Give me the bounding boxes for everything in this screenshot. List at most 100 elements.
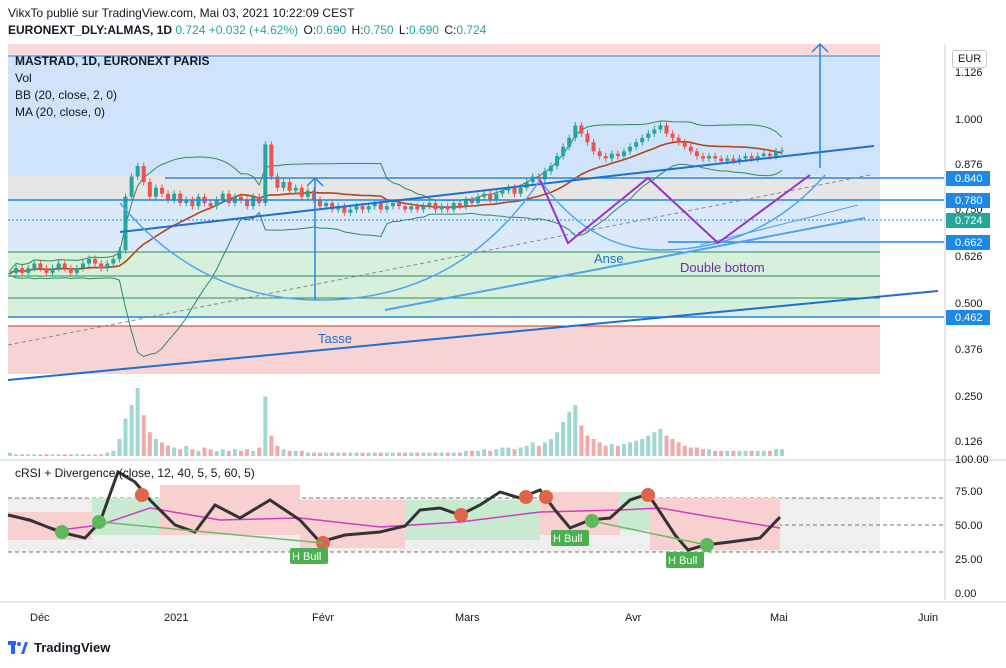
h-bull-label-bg: [551, 530, 589, 546]
candle-body: [50, 268, 55, 273]
candle-body: [99, 263, 104, 269]
currency-badge[interactable]: EUR: [952, 50, 988, 68]
symbol-name: EURONEXT_DLY:ALMAS, 1D: [8, 23, 173, 37]
bb-lower: [9, 163, 783, 358]
volume-bar: [202, 447, 207, 456]
annotation-double-bottom: Double bottom: [680, 260, 765, 275]
trend-thin: [699, 204, 859, 246]
volume-bar: [354, 452, 359, 456]
volume-bar: [293, 450, 298, 456]
candle-body: [354, 206, 359, 210]
volume-bar: [135, 388, 140, 456]
candle-body: [8, 272, 12, 274]
candle-body: [664, 125, 669, 134]
candle-body: [542, 171, 547, 180]
candle-body: [549, 166, 554, 172]
volume-bar: [80, 454, 85, 456]
volume-bar: [597, 442, 602, 456]
price-labels: 0.840 0.780 0.724 0.662 0.462: [946, 171, 990, 325]
candle-body: [652, 129, 657, 134]
price-zones: [8, 44, 880, 374]
candle-body: [603, 156, 608, 159]
volume-bar: [573, 405, 578, 456]
time-tick: Mai: [770, 612, 788, 624]
candle-body: [725, 158, 730, 161]
volume-bar: [463, 450, 468, 456]
price-label-0840: 0.840: [955, 173, 983, 185]
price-tick: 1.000: [955, 114, 983, 126]
candle-body: [427, 202, 432, 207]
zone-top-red: [8, 44, 880, 56]
candle-body: [397, 202, 402, 207]
volume-bar: [87, 454, 92, 456]
crsi-pane: H Bull H Bull H Bull 100.00 75.00 50.00 …: [0, 454, 1006, 600]
price-label-bg: [946, 171, 990, 186]
price-label-0462: 0.462: [955, 312, 983, 324]
crsi-legend: cRSI + Divergence (close, 12, 40, 5, 5, …: [15, 465, 255, 482]
volume-bar: [549, 439, 554, 456]
volume-bar: [141, 415, 146, 456]
bb-upper: [9, 120, 783, 271]
h-bull-label: H Bull: [553, 533, 582, 545]
candle-body: [32, 263, 37, 269]
volume-bar: [311, 452, 316, 456]
crsi-marker: [641, 488, 655, 502]
candle-body: [105, 263, 110, 269]
candle-body: [141, 166, 146, 183]
candle-body: [506, 187, 511, 191]
volume-bar: [232, 449, 237, 456]
divergence-line: [99, 521, 324, 544]
candle-body: [463, 199, 468, 207]
volume-bar: [731, 450, 736, 456]
candle-body: [469, 199, 474, 203]
volume-bar: [245, 449, 250, 456]
candle-body: [591, 142, 596, 152]
volume-bar: [330, 452, 335, 456]
candle-body: [123, 196, 128, 251]
volume-bar: [318, 452, 323, 456]
candle-body: [251, 196, 256, 207]
candle-body: [390, 202, 395, 207]
volume-bar: [694, 447, 699, 456]
volume-bar: [366, 452, 371, 456]
crsi-marker: [55, 525, 69, 539]
candle-body: [305, 190, 310, 197]
candle-body: [761, 153, 766, 157]
price-label-bg: [946, 310, 990, 325]
candle-body: [44, 268, 49, 273]
candle-body: [755, 156, 760, 159]
trend-lines: [7, 42, 939, 381]
volume-bar: [743, 450, 748, 456]
candle-body: [694, 151, 699, 157]
candle-body: [348, 209, 353, 213]
volume-bar: [579, 425, 584, 456]
low-label: L:: [398, 23, 409, 37]
volume-bar: [445, 452, 450, 456]
price-label-bg: [946, 235, 990, 250]
volume-bar: [226, 450, 231, 456]
time-tick: Mars: [455, 612, 480, 624]
volume-bar: [646, 435, 651, 456]
crsi-tick: 25.00: [955, 554, 983, 566]
candle-body: [700, 156, 705, 159]
candle-body: [281, 182, 286, 188]
time-tick: Févr: [312, 612, 334, 624]
volume-bar: [129, 405, 134, 456]
volume-bar: [263, 396, 268, 456]
h-bull-label-bg: [666, 552, 704, 568]
candle-body: [378, 202, 383, 210]
candle-body: [743, 156, 748, 159]
candle-body: [488, 193, 493, 200]
crsi-marker: [92, 515, 106, 529]
volume-bar: [658, 428, 663, 456]
volume-bar: [372, 452, 377, 456]
crsi-marker: [519, 490, 533, 504]
candle-body: [287, 182, 292, 191]
candle-body: [682, 142, 687, 147]
candle-body: [153, 187, 158, 197]
volume-bar: [208, 449, 213, 456]
candle-body: [737, 158, 742, 161]
price-tick: 0.376: [955, 344, 983, 356]
volume-bar: [482, 449, 487, 456]
